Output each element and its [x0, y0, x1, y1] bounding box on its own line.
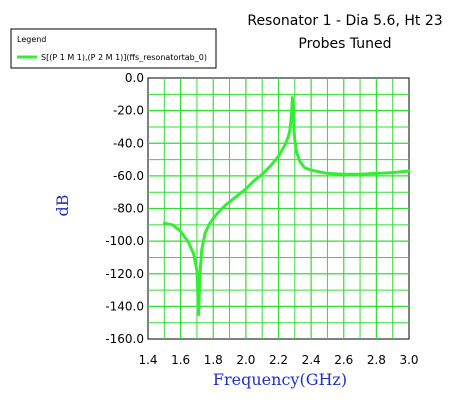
legend-box: [10, 28, 217, 69]
series-line-0: [162, 96, 411, 317]
y-tick-label: -80.0: [113, 202, 144, 216]
y-axis-label: dB: [53, 195, 72, 217]
x-tick-label: 2.8: [367, 353, 386, 367]
x-tick-label: 3.0: [399, 353, 418, 367]
x-tick-label: 2.2: [269, 353, 288, 367]
chart-title-line-2: Probes Tuned: [298, 36, 391, 52]
y-tick-label: -140.0: [105, 299, 144, 313]
x-tick-label: 1.6: [171, 353, 190, 367]
y-tick-label: 0.0: [125, 71, 144, 85]
y-tick-label: -40.0: [113, 136, 144, 150]
tick-labels: 1.4 1.6 1.8 2.0 2.2 2.4 2.6 2.8 3.0 0.0 -20.0 -40.0…: [105, 71, 418, 367]
y-tick-label: -120.0: [105, 267, 144, 281]
y-tick-label: -100.0: [105, 234, 144, 248]
x-tick-label: 2.6: [334, 353, 353, 367]
x-tick-label: 1.8: [204, 353, 223, 367]
y-tick-label: -160.0: [105, 332, 144, 346]
x-tick-label: 2.4: [302, 353, 321, 367]
grid-lines: [148, 78, 409, 339]
legend-series-label: S[(P 1 M 1),(P 2 M 1)](ffs_resonatortab_…: [41, 53, 207, 62]
x-axis-label: Frequency(GHz): [213, 370, 347, 389]
chart-title-line-1: Resonator 1 - Dia 5.6, Ht 23: [247, 13, 442, 29]
y-tick-label: -20.0: [113, 104, 144, 118]
series-group: [162, 96, 411, 317]
legend-title: Legend: [17, 35, 46, 44]
y-tick-label: -60.0: [113, 169, 144, 183]
x-tick-label: 1.4: [138, 353, 157, 367]
x-tick-label: 2.0: [236, 353, 255, 367]
